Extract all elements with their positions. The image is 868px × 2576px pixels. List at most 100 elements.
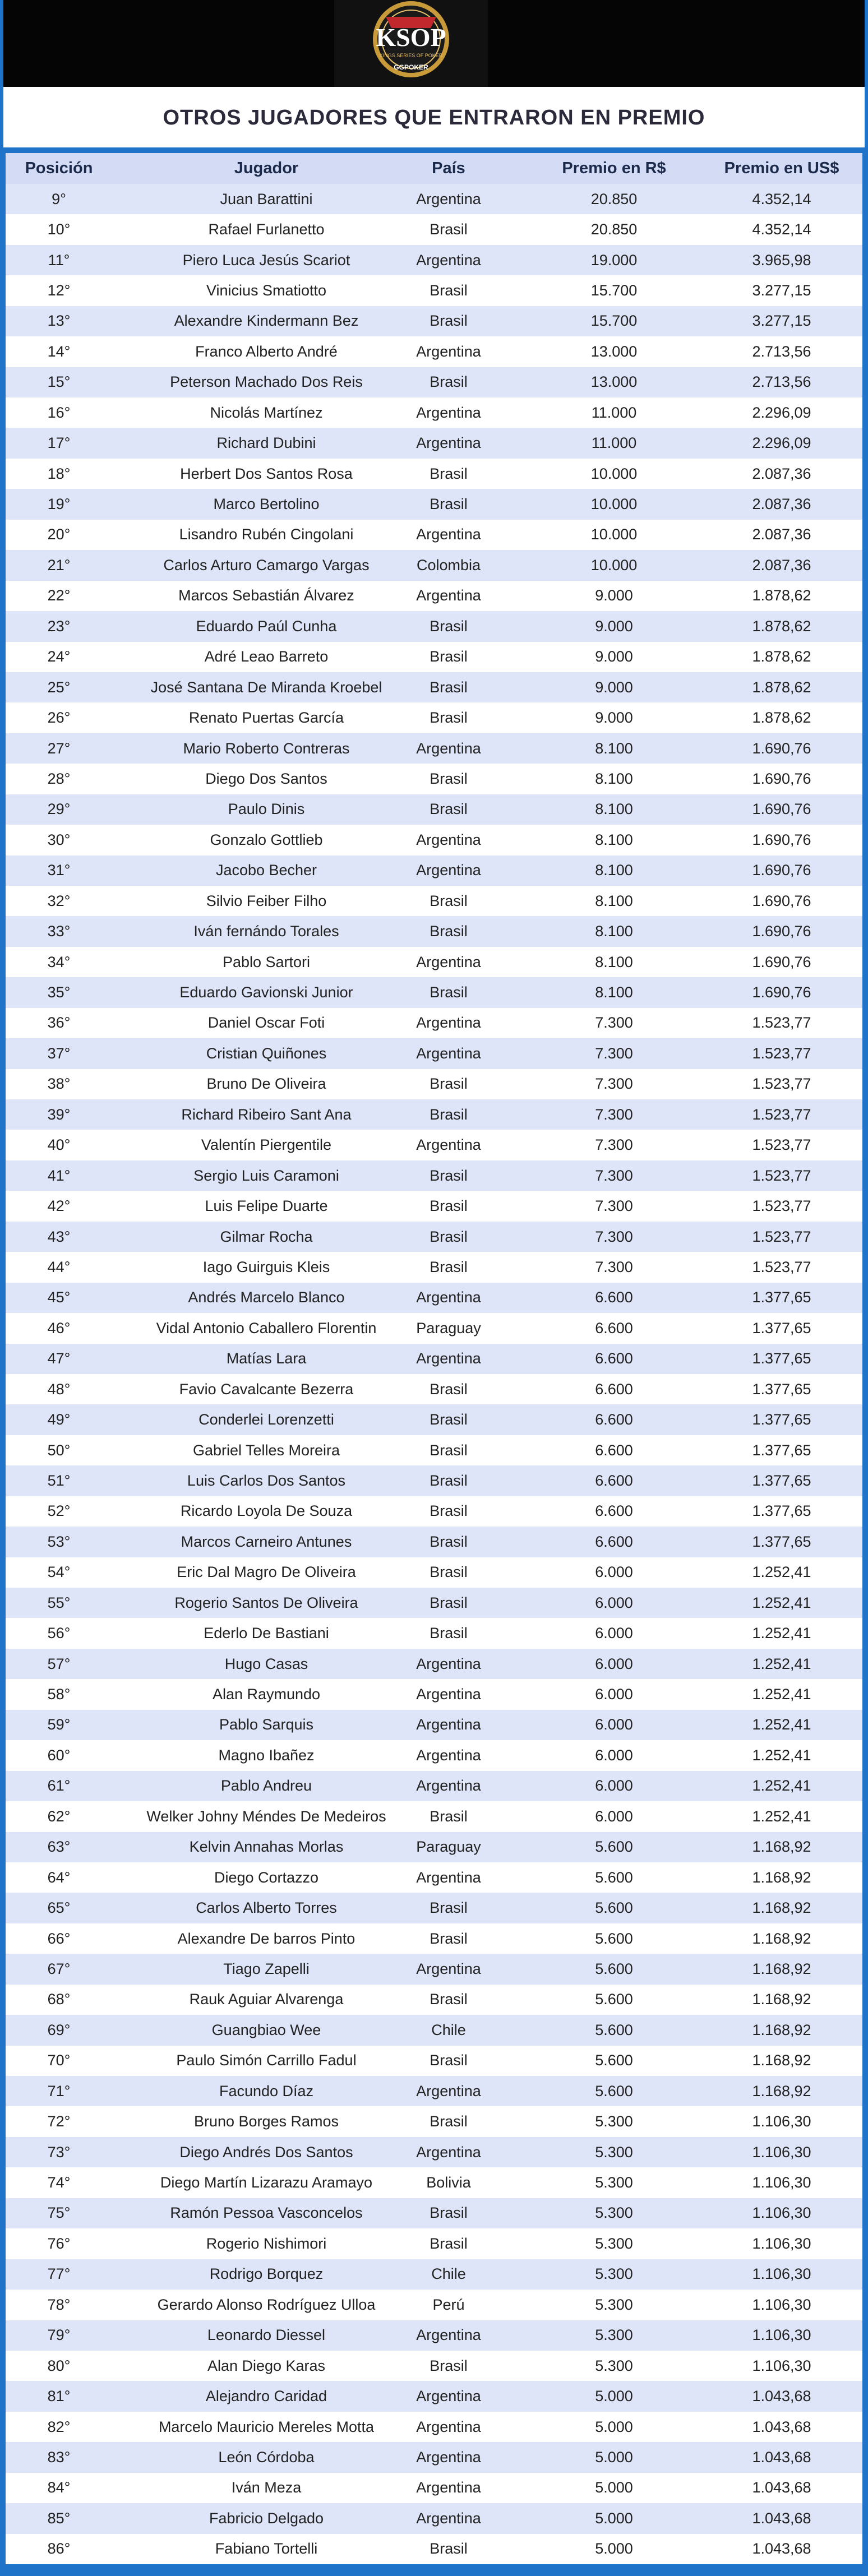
table-row: 51° Luis Carlos Dos Santos Brasil 6.600 1.37… [6, 1465, 862, 1496]
table-cell: 13.000 [590, 343, 638, 360]
table-row: 40° Valentín Piergentile Argentina 7.300 1.5… [6, 1130, 862, 1160]
table-cell: 63° [47, 1838, 71, 1856]
table-cell: 1.043,68 [752, 2509, 811, 2527]
table-cell: 20° [47, 526, 71, 543]
table-cell: 5.300 [595, 2204, 633, 2222]
table-cell: 2.087,36 [752, 526, 811, 543]
table-cell: 56° [47, 1625, 71, 1642]
table-cell: Alexandre De barros Pinto [177, 1930, 355, 1947]
table-cell: 5.600 [595, 2052, 633, 2069]
table-cell: Brasil [430, 923, 468, 940]
table-cell: Argentina [416, 1686, 481, 1703]
table-cell: 6.000 [595, 1625, 633, 1642]
table-cell: Iago Guirguis Kleis [202, 1258, 330, 1275]
table-cell: 8.100 [595, 862, 633, 879]
table-cell: 31° [47, 862, 71, 879]
table-row: 12° Vinicius Smatiotto Brasil 15.700 3.277,1… [6, 275, 862, 306]
table-row: 32° Silvio Feiber Filho Brasil 8.100 1.690,7… [6, 886, 862, 917]
table-cell: 1.168,92 [752, 1838, 811, 1856]
table-cell: 1.106,30 [752, 2265, 811, 2283]
table-cell: 1.523,77 [752, 1014, 811, 1032]
table-row: 22° Marcos Sebastián Álvarez Argentina 9.00… [6, 580, 862, 612]
table-row: 81° Alejandro Caridad Argentina 5.000 1.043,… [6, 2381, 862, 2412]
table-cell: 1.377,65 [752, 1502, 811, 1520]
table-row: 46° Vidal Antonio Caballero Florentin Para… [6, 1313, 862, 1344]
table-cell: 8.100 [595, 739, 633, 757]
table-cell: Brasil [430, 1594, 468, 1611]
table-cell: 3.277,15 [752, 312, 811, 330]
table-cell: 5.300 [595, 2296, 633, 2313]
table-cell: Brasil [430, 1564, 468, 1581]
table-row: 70° Paulo Simón Carrillo Fadul Brasil 5.600… [6, 2045, 862, 2076]
table-cell: Argentina [416, 1777, 481, 1795]
table-cell: 11° [48, 251, 70, 269]
table-cell: Argentina [416, 2509, 481, 2527]
table-cell: 57° [47, 1655, 71, 1672]
table-cell: 69° [47, 2021, 71, 2038]
table-cell: Gabriel Telles Moreira [192, 1441, 340, 1459]
table-cell: Juan Barattini [220, 190, 313, 207]
table-cell: Gonzalo Gottlieb [210, 831, 323, 848]
table-cell: 1.252,41 [752, 1625, 811, 1642]
table-row: 56° Ederlo De Bastiani Brasil 6.000 1.252,41 [6, 1618, 862, 1649]
table-cell: 1.168,92 [752, 2052, 811, 2069]
table-cell: 4.352,14 [752, 221, 811, 238]
table-cell: Brasil [430, 1625, 468, 1642]
table-cell: 25° [47, 678, 71, 696]
table-cell: 7.300 [595, 1075, 633, 1093]
table-cell: Argentina [416, 1869, 481, 1886]
table-cell: Brasil [430, 1472, 468, 1489]
table-cell: Argentina [416, 343, 481, 360]
table-cell: 8.100 [595, 892, 633, 909]
table-row: 44° Iago Guirguis Kleis Brasil 7.300 1.523,7… [6, 1252, 862, 1283]
table-cell: 1.377,65 [752, 1319, 811, 1336]
table-cell: Brasil [430, 2113, 468, 2130]
table-cell: Brasil [430, 1380, 468, 1398]
table-cell: 81° [47, 2388, 71, 2405]
table-row: 45° Andrés Marcelo Blanco Argentina 6.600 1.… [6, 1282, 862, 1314]
table-cell: Mario Roberto Contreras [183, 739, 350, 757]
table-cell: Conderlei Lorenzetti [198, 1411, 334, 1428]
table-row: 53° Marcos Carneiro Antunes Brasil 6.600 1.3… [6, 1527, 862, 1557]
table-cell: Brasil [430, 1502, 468, 1520]
table-cell: Argentina [416, 190, 481, 207]
table-cell: Brasil [430, 1167, 468, 1184]
table-cell: 1.106,30 [752, 2327, 811, 2344]
table-cell: 9.000 [595, 648, 633, 665]
table-cell: 6.000 [595, 1807, 633, 1825]
table-cell: 5.000 [595, 2479, 633, 2496]
table-cell: Brasil [430, 1258, 468, 1275]
table-cell: Bruno De Oliveira [206, 1075, 326, 1093]
table-cell: Jacobo Becher [215, 862, 317, 879]
table-cell: 1.523,77 [752, 1075, 811, 1093]
table-row: 75° Ramón Pessoa Vasconcelos Brasil 5.300 1.… [6, 2198, 862, 2229]
table-cell: Hugo Casas [224, 1655, 308, 1672]
table-cell: 1.252,41 [752, 1686, 811, 1703]
table-row: 52° Ricardo Loyola De Souza Brasil 6.600 1.3… [6, 1496, 862, 1527]
column-header: Premio en R$ [562, 159, 666, 177]
table-cell: Brasil [430, 1106, 468, 1123]
table-cell: 5.600 [595, 1930, 633, 1947]
table: Posición Jugador País Premio en R$ Premio en… [6, 153, 862, 2564]
table-cell: Alan Raymundo [212, 1686, 321, 1703]
table-cell: 12° [47, 282, 71, 299]
table-cell: Paulo Simón Carrillo Fadul [176, 2052, 357, 2069]
table-row: 21° Carlos Arturo Camargo Vargas Colombia 1… [6, 550, 862, 581]
table-cell: Argentina [416, 831, 481, 848]
table-cell: Iván Meza [231, 2479, 302, 2496]
table-cell: 6.600 [595, 1441, 633, 1459]
table-cell: 3.277,15 [752, 282, 811, 299]
table-cell: 1.690,76 [752, 984, 811, 1001]
table-cell: 1.168,92 [752, 1899, 811, 1917]
table-cell: Facundo Díaz [219, 2082, 314, 2099]
table-cell: 2.713,56 [752, 343, 811, 360]
table-cell: Renato Puertas García [188, 709, 344, 727]
table-cell: Bruno Borges Ramos [193, 2113, 339, 2130]
table-row: 86° Fabiano Tortelli Brasil 5.000 1.043,68 [6, 2533, 862, 2564]
table-row: 24° Adré Leao Barreto Brasil 9.000 1.878,62 [6, 641, 862, 672]
table-cell: 1.043,68 [752, 2388, 811, 2405]
table-cell: 19.000 [590, 251, 638, 269]
table-cell: Rafael Furlanetto [208, 221, 325, 238]
table-row: 79° Leonardo Diessel Argentina 5.300 1.106,3… [6, 2320, 862, 2351]
table-cell: 58° [47, 1686, 71, 1703]
